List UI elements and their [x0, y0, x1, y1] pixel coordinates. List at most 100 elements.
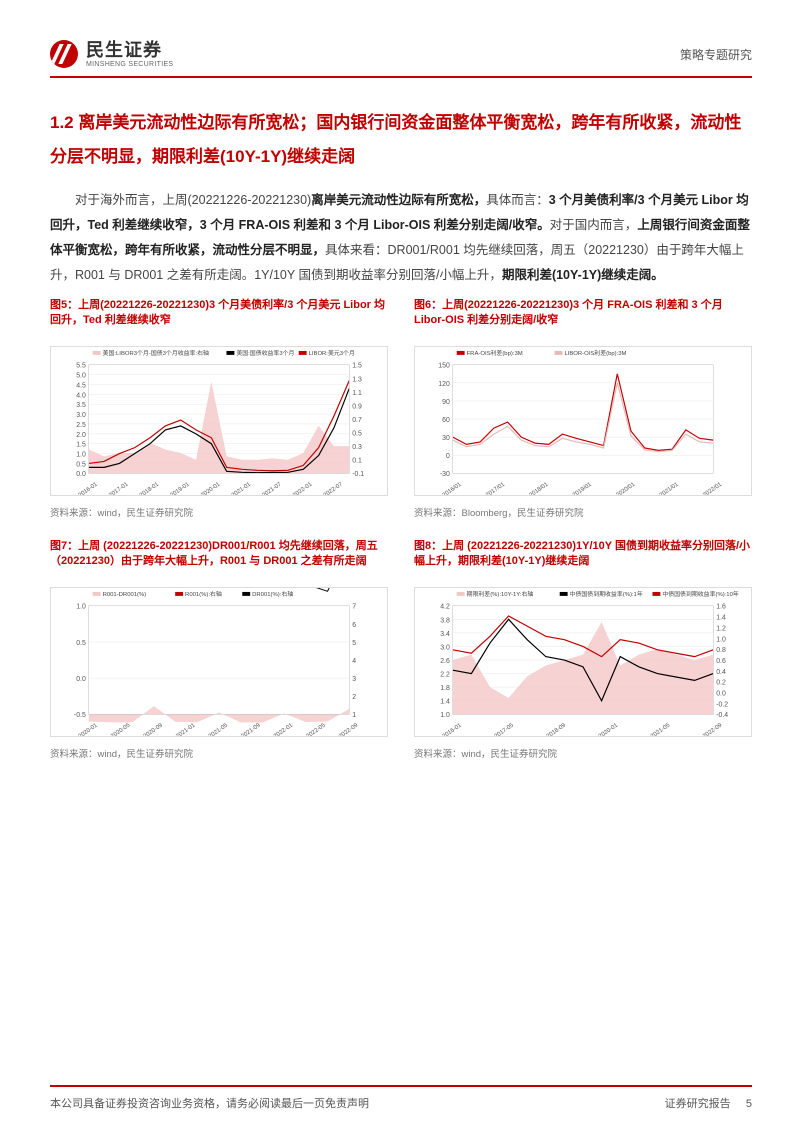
svg-text:-30: -30 — [440, 471, 450, 478]
figure-title: 图8：上周 (20221226-20221230)1Y/10Y 国债到期收益率分… — [414, 539, 752, 583]
svg-text:0.9: 0.9 — [352, 403, 362, 410]
svg-text:中债国债到期收益率(%):1年: 中债国债到期收益率(%):1年 — [570, 590, 643, 598]
svg-text:1: 1 — [352, 712, 356, 719]
figure-title: 图7：上周 (20221226-20221230)DR001/R001 均先继续… — [50, 539, 388, 583]
body-b1: 离岸美元流动性边际有所宽松， — [311, 193, 486, 207]
svg-text:2021/01: 2021/01 — [659, 482, 680, 496]
page-number: 5 — [746, 1098, 752, 1110]
svg-text:120: 120 — [438, 381, 450, 388]
figure-title: 图5：上周(20221226-20221230)3 个月美债利率/3 个月美元 … — [50, 298, 388, 342]
svg-text:2.0: 2.0 — [76, 432, 86, 439]
svg-text:中债国债到期收益率(%):10年: 中债国债到期收益率(%):10年 — [662, 590, 739, 598]
svg-text:2022-01: 2022-01 — [273, 723, 294, 737]
svg-text:2019-01: 2019-01 — [170, 482, 191, 496]
svg-text:5: 5 — [352, 640, 356, 647]
svg-text:2022-09: 2022-09 — [702, 723, 723, 737]
figure-chart: -3003060901201502016/012017/012018/01201… — [414, 346, 752, 496]
svg-text:2018-09: 2018-09 — [546, 723, 567, 737]
svg-text:2.5: 2.5 — [76, 422, 86, 429]
page-footer: 本公司具备证券投资咨询业务资格，请务必阅读最后一页免责声明 证券研究报告 5 — [50, 1085, 752, 1111]
svg-text:0.0: 0.0 — [716, 691, 726, 698]
figure-8: 图8：上周 (20221226-20221230)1Y/10Y 国债到期收益率分… — [414, 539, 752, 760]
svg-text:LIBOR:美元3个月: LIBOR:美元3个月 — [309, 349, 355, 357]
svg-text:1.4: 1.4 — [440, 699, 450, 706]
svg-text:2022-01: 2022-01 — [292, 482, 313, 496]
logo-icon — [50, 40, 78, 68]
svg-text:0.3: 0.3 — [352, 444, 362, 451]
svg-text:0.0: 0.0 — [76, 676, 86, 683]
svg-text:2018/01: 2018/01 — [529, 482, 550, 496]
svg-text:0.5: 0.5 — [76, 640, 86, 647]
svg-text:2.6: 2.6 — [440, 658, 450, 665]
svg-text:LIBOR-OIS利差(bp):3M: LIBOR-OIS利差(bp):3M — [564, 349, 626, 357]
logo-text-cn: 民生证券 — [86, 41, 173, 59]
svg-text:0.0: 0.0 — [76, 471, 86, 478]
figure-source: 资料来源：wind，民生证券研究院 — [50, 746, 388, 760]
doc-type: 策略专题研究 — [680, 46, 752, 63]
figure-chart: 0.00.51.01.52.02.53.03.54.04.55.05.5-0.1… — [50, 346, 388, 496]
svg-text:4: 4 — [352, 658, 356, 665]
svg-text:1.4: 1.4 — [716, 615, 726, 622]
svg-text:1.2: 1.2 — [716, 625, 726, 632]
svg-text:0.8: 0.8 — [716, 647, 726, 654]
svg-text:1.1: 1.1 — [352, 390, 362, 397]
svg-text:0.1: 0.1 — [352, 458, 362, 465]
svg-text:2017/01: 2017/01 — [485, 482, 506, 496]
svg-text:-0.5: -0.5 — [74, 712, 86, 719]
svg-text:2020-01: 2020-01 — [200, 482, 221, 496]
svg-text:期限利差(%):10Y-1Y:右轴: 期限利差(%):10Y-1Y:右轴 — [467, 590, 534, 598]
figure-6: 图6：上周(20221226-20221230)3 个月 FRA-OIS 利差和… — [414, 298, 752, 519]
svg-text:2022-05: 2022-05 — [306, 722, 328, 737]
svg-text:3: 3 — [352, 676, 356, 683]
svg-text:DR001(%):右轴: DR001(%):右轴 — [252, 590, 293, 598]
svg-text:1.0: 1.0 — [76, 452, 86, 459]
figure-title: 图6：上周(20221226-20221230)3 个月 FRA-OIS 利差和… — [414, 298, 752, 342]
svg-text:美国:LIBOR3个月-国债3个月收益率:右轴: 美国:LIBOR3个月-国债3个月收益率:右轴 — [103, 349, 209, 357]
svg-text:150: 150 — [438, 363, 450, 370]
svg-text:5.0: 5.0 — [76, 373, 86, 380]
svg-text:4.2: 4.2 — [440, 604, 450, 611]
svg-text:2018-01: 2018-01 — [139, 482, 160, 496]
svg-text:0.5: 0.5 — [76, 461, 86, 468]
svg-text:2019/01: 2019/01 — [572, 482, 593, 496]
svg-text:2017-05: 2017-05 — [494, 722, 516, 737]
svg-text:2021-05: 2021-05 — [208, 722, 230, 737]
logo-text-en: MINSHENG SECURITIES — [86, 61, 173, 68]
figure-chart: 1.01.41.82.22.63.03.43.84.2-0.4-0.20.00.… — [414, 587, 752, 737]
svg-text:2: 2 — [352, 694, 356, 701]
svg-text:1.0: 1.0 — [440, 712, 450, 719]
svg-text:1.3: 1.3 — [352, 376, 362, 383]
svg-text:0.4: 0.4 — [716, 669, 726, 676]
svg-text:2020-01: 2020-01 — [78, 723, 99, 737]
svg-text:3.5: 3.5 — [76, 402, 86, 409]
svg-text:30: 30 — [442, 435, 450, 442]
svg-text:FRA-OIS利差(bp):3M: FRA-OIS利差(bp):3M — [467, 349, 523, 357]
svg-text:0.5: 0.5 — [352, 431, 362, 438]
figure-grid: 图5：上周(20221226-20221230)3 个月美债利率/3 个月美元 … — [50, 298, 752, 760]
svg-text:4.0: 4.0 — [76, 392, 86, 399]
svg-text:3.8: 3.8 — [440, 617, 450, 624]
svg-text:1.0: 1.0 — [716, 636, 726, 643]
svg-text:1.8: 1.8 — [440, 685, 450, 692]
svg-text:-0.2: -0.2 — [716, 701, 728, 708]
svg-text:2016-01: 2016-01 — [78, 482, 99, 496]
footer-disclaimer: 本公司具备证券投资咨询业务资格，请务必阅读最后一页免责声明 — [50, 1095, 369, 1111]
svg-text:2022-07: 2022-07 — [323, 482, 344, 496]
svg-text:2022-09: 2022-09 — [338, 723, 359, 737]
svg-text:1.0: 1.0 — [76, 604, 86, 611]
svg-text:0.6: 0.6 — [716, 658, 726, 665]
svg-text:2017-01: 2017-01 — [108, 482, 129, 496]
svg-text:2016/01: 2016/01 — [442, 482, 463, 496]
svg-text:2.2: 2.2 — [440, 672, 450, 679]
footer-right: 证券研究报告 5 — [665, 1095, 752, 1111]
svg-text:2021-07: 2021-07 — [261, 482, 282, 496]
svg-text:2022/01: 2022/01 — [702, 482, 723, 496]
svg-text:1.5: 1.5 — [76, 442, 86, 449]
brand-logo: 民生证券 MINSHENG SECURITIES — [50, 40, 173, 68]
svg-text:2020-05: 2020-05 — [110, 722, 132, 737]
svg-text:60: 60 — [442, 417, 450, 424]
svg-text:3.0: 3.0 — [440, 644, 450, 651]
svg-text:0: 0 — [446, 453, 450, 460]
svg-text:R001(%):右轴: R001(%):右轴 — [185, 590, 222, 598]
svg-text:3.0: 3.0 — [76, 412, 86, 419]
